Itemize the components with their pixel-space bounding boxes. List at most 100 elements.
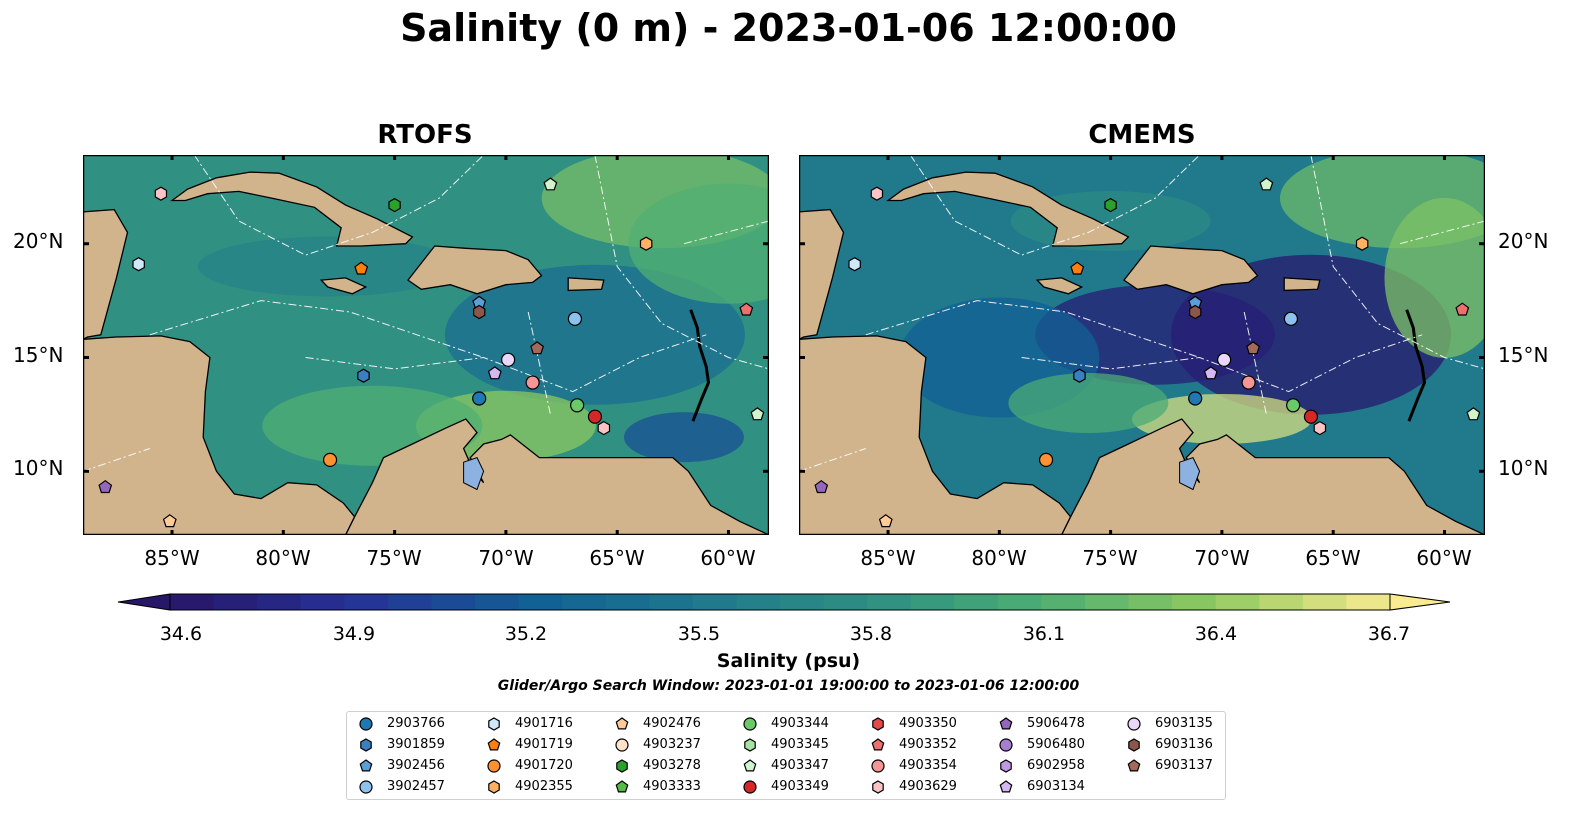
colorbar-bin — [780, 594, 825, 610]
lat-label-20n-left: 20°N — [13, 229, 64, 253]
legend-label: 2903766 — [387, 716, 445, 731]
colorbar-frame — [169, 593, 1391, 611]
colorbar-bin — [1128, 594, 1173, 610]
legend-marker-circle — [871, 759, 885, 773]
legend-marker — [872, 717, 884, 731]
legend-marker-pentagon — [615, 717, 629, 730]
legend-label: 4901719 — [515, 737, 573, 752]
south-america-land — [344, 418, 769, 535]
lon-label-65w-rtofs: 65°W — [589, 546, 645, 570]
float-4903629 — [870, 186, 884, 201]
lon-label-75w-rtofs: 75°W — [366, 546, 422, 570]
panel-title-cmems: CMEMS — [1088, 120, 1196, 150]
salinity-patch — [628, 183, 769, 304]
float-4902476 — [162, 514, 177, 528]
legend-marker — [488, 717, 500, 731]
legend-marker — [360, 738, 372, 752]
hispaniola-land — [407, 245, 543, 295]
float-4903354 — [525, 375, 540, 390]
colorbar-label: Salinity (psu) — [716, 650, 861, 672]
legend-label: 3902456 — [387, 758, 445, 773]
legend-label: 4903345 — [771, 737, 829, 752]
float-4903347 — [1466, 407, 1481, 421]
colorbar-bin — [954, 594, 999, 610]
map-frame — [799, 155, 1485, 535]
colorbar-bin — [257, 594, 302, 610]
float-4902355 — [639, 236, 653, 251]
legend-marker — [999, 738, 1013, 752]
legend-marker — [1127, 759, 1141, 772]
legend-marker-pentagon — [359, 759, 373, 772]
legend-marker — [1127, 717, 1141, 731]
south-america-land — [1060, 418, 1485, 535]
colorbar-bin — [387, 594, 433, 610]
colorbar-bin — [300, 594, 345, 610]
float-2903766 — [1188, 391, 1203, 406]
legend-label: 4903349 — [771, 779, 829, 794]
lat-label-20n-right: 20°N — [1498, 229, 1549, 253]
salinity-patch — [197, 236, 458, 297]
float-4901720 — [1038, 452, 1054, 468]
legend-marker — [871, 738, 885, 751]
legend-marker — [999, 780, 1013, 793]
colorbar-tick: 36.1 — [1022, 623, 1066, 645]
legend-marker-circle — [1127, 717, 1141, 731]
legend-label: 4902355 — [515, 779, 573, 794]
legend-label: 4903352 — [899, 737, 957, 752]
lon-label-85w-rtofs: 85°W — [144, 546, 200, 570]
legend-marker — [359, 717, 373, 731]
legend-marker-pentagon — [1127, 759, 1141, 772]
eez-boundary — [799, 448, 866, 472]
colorbar-tick: 36.7 — [1367, 623, 1411, 645]
colorbar-tick: 34.6 — [159, 623, 203, 645]
legend-marker-pentagon — [615, 780, 629, 793]
eez-boundary — [1310, 155, 1485, 370]
lon-label-60w-cmems: 60°W — [1416, 546, 1472, 570]
legend: 2903766 3901859 3902456 3902457 4901716 49017… — [346, 711, 1226, 800]
legend-marker — [359, 759, 373, 772]
legend-marker-hexagon — [616, 759, 628, 773]
figure-title: Salinity (0 m) - 2023-01-06 12:00:00 — [400, 6, 1177, 50]
legend-marker-circle — [615, 738, 629, 752]
legend-marker-hexagon — [1128, 738, 1140, 752]
lon-label-80w-cmems: 80°W — [971, 546, 1027, 570]
colorbar-bin — [1172, 594, 1217, 610]
colorbar-tick: 35.2 — [504, 623, 548, 645]
lon-label-70w-rtofs: 70°W — [478, 546, 534, 570]
float-4903352 — [739, 302, 754, 316]
float-5906478 — [98, 479, 113, 494]
legend-marker — [615, 738, 629, 752]
colorbar-bin — [867, 594, 912, 610]
float-4901716 — [848, 257, 861, 272]
legend-marker — [743, 759, 757, 772]
legend-marker — [1000, 759, 1012, 773]
legend-marker-circle — [743, 717, 757, 731]
lat-label-10n-right: 10°N — [1498, 456, 1549, 480]
float-4903347 — [543, 177, 558, 191]
eez-boundary — [594, 155, 769, 370]
colorbar-bin — [649, 594, 694, 610]
colorbar-tick: 34.9 — [332, 623, 376, 645]
colorbar-bin — [605, 594, 650, 610]
legend-marker — [871, 759, 885, 773]
panel-title-rtofs: RTOFS — [377, 120, 473, 150]
legend-label: 6903137 — [1155, 758, 1213, 773]
float-4903629 — [154, 186, 168, 201]
jamaica-land — [1035, 277, 1084, 295]
float-3902457 — [1283, 311, 1299, 326]
legend-marker — [1128, 738, 1140, 752]
map-frame — [83, 155, 769, 535]
lat-label-15n-right: 15°N — [1498, 343, 1549, 367]
colorbar-bin — [475, 594, 520, 610]
legend-marker — [487, 759, 501, 773]
legend-marker-circle — [743, 780, 757, 794]
eez-boundary — [193, 155, 484, 256]
colorbar-tick: 35.8 — [849, 623, 893, 645]
legend-label: 4903350 — [899, 716, 957, 731]
legend-marker-hexagon — [744, 738, 756, 752]
float-4903347 — [1259, 177, 1274, 191]
float-4903349 — [1303, 409, 1319, 424]
legend-label: 6903135 — [1155, 716, 1213, 731]
map-cmems — [799, 155, 1485, 535]
eez-boundary — [83, 448, 150, 472]
